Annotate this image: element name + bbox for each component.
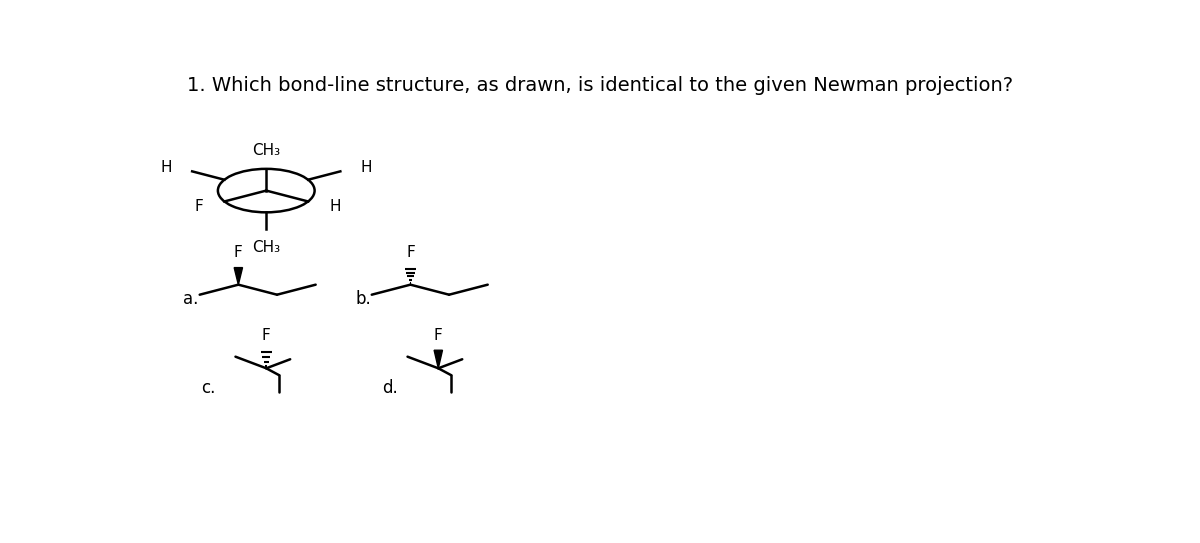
Text: F: F (406, 245, 415, 260)
Polygon shape (434, 350, 443, 368)
Text: b.: b. (355, 290, 371, 308)
Text: F: F (262, 328, 271, 343)
Text: CH₃: CH₃ (252, 239, 281, 255)
Text: 1. Which bond-line structure, as drawn, is identical to the given Newman project: 1. Which bond-line structure, as drawn, … (187, 75, 1013, 94)
Text: F: F (434, 328, 443, 343)
Text: CH₃: CH₃ (252, 143, 281, 157)
Text: F: F (234, 245, 242, 260)
Polygon shape (234, 268, 242, 285)
Text: H: H (161, 160, 173, 175)
Text: F: F (194, 199, 203, 213)
Text: d.: d. (383, 379, 398, 397)
Text: H: H (330, 199, 341, 213)
Text: H: H (360, 160, 372, 175)
Text: a.: a. (182, 290, 198, 308)
Text: c.: c. (202, 379, 216, 397)
